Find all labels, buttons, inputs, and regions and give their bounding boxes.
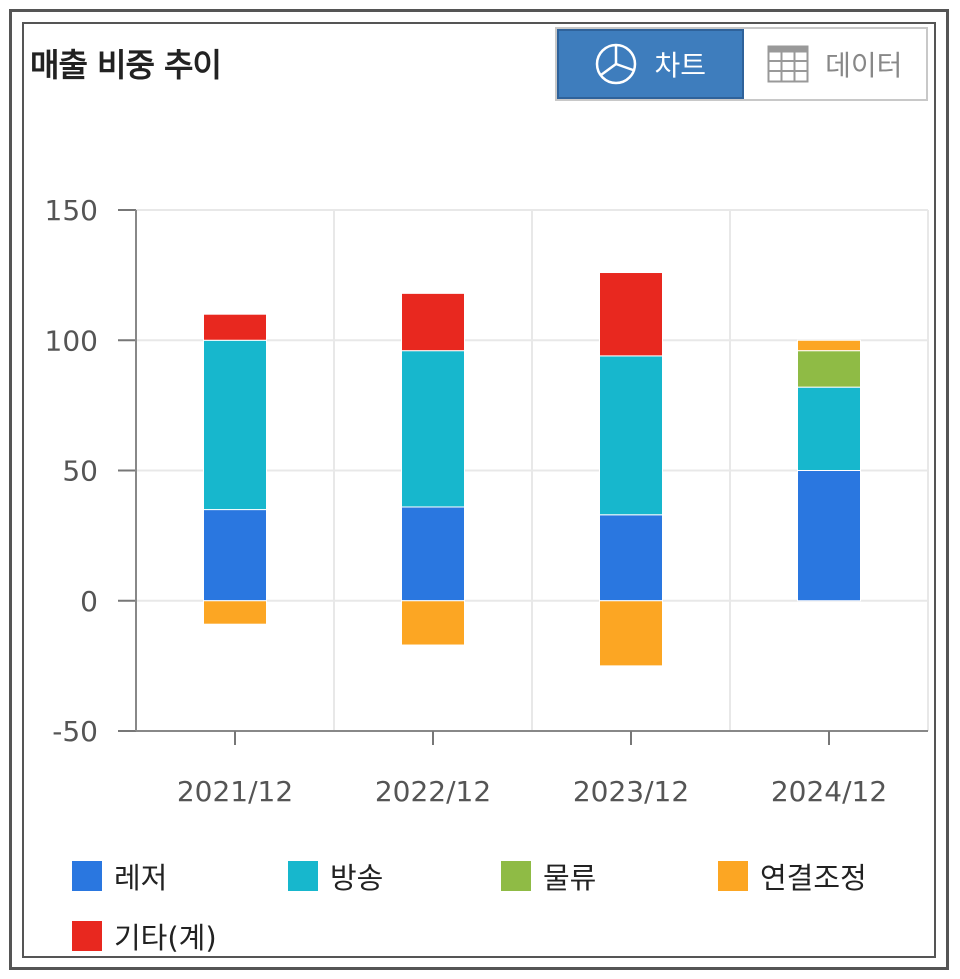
view-toggle: 차트 데이터 — [555, 27, 928, 101]
bar-segment[interactable] — [401, 506, 465, 602]
x-tick-label: 2024/12 — [771, 775, 887, 808]
bar-segment[interactable] — [203, 313, 267, 341]
bar-segment[interactable] — [401, 350, 465, 508]
inner-frame — [22, 22, 936, 958]
pie-chart-icon — [596, 43, 637, 85]
x-tick-label: 2023/12 — [573, 775, 689, 808]
bar-segment[interactable] — [203, 339, 267, 511]
data-view-label: 데이터 — [825, 49, 903, 82]
legend-swatch — [72, 861, 102, 891]
legend-item[interactable]: 연결조정 — [718, 855, 867, 897]
axes: -50 0 50 100 150 2021/12 2022/12 2023/12 2024/12 — [45, 194, 928, 808]
legend-label: 연결조정 — [760, 861, 867, 895]
chart-title: 매출 비중 추이 — [30, 46, 222, 84]
bar-segment[interactable] — [599, 355, 663, 516]
y-tick-label: 0 — [80, 585, 98, 618]
data-view-button[interactable]: 데이터 — [743, 29, 926, 99]
legend-item[interactable]: 방송 — [288, 855, 383, 897]
x-tick-label: 2022/12 — [375, 775, 491, 808]
y-tick-label: 150 — [45, 194, 98, 227]
bar-segment[interactable] — [797, 350, 861, 388]
chart-view-label: 차트 — [654, 49, 707, 82]
legend-swatch — [718, 861, 748, 891]
legend-swatch — [501, 861, 531, 891]
bar-segment[interactable] — [203, 509, 267, 602]
legend-label: 방송 — [330, 861, 384, 895]
stacked-bar-chart: -50 0 50 100 150 2021/12 2022/12 2023/12 2024/12 — [45, 194, 929, 808]
legend-label: 물류 — [543, 861, 597, 895]
bar-segment[interactable] — [797, 386, 861, 472]
legend-swatch — [72, 921, 102, 951]
legend-label: 레저 — [114, 861, 168, 895]
bar-segment[interactable] — [401, 292, 465, 352]
chart-view-button[interactable]: 차트 — [557, 29, 744, 99]
bar-segment[interactable] — [203, 600, 267, 625]
y-tick-label: 50 — [62, 455, 98, 488]
x-tick-label: 2021/12 — [177, 775, 293, 808]
bars — [203, 272, 861, 667]
grid — [136, 209, 929, 731]
y-tick-label: 100 — [45, 324, 98, 357]
bar-segment[interactable] — [401, 600, 465, 646]
y-tick-label: -50 — [52, 715, 98, 748]
table-icon — [767, 45, 809, 83]
legend-label: 기타(계) — [114, 921, 217, 955]
bar-segment[interactable] — [797, 470, 861, 602]
outer-frame — [9, 9, 949, 970]
bar-segment[interactable] — [599, 272, 663, 357]
bar-segment[interactable] — [599, 600, 663, 667]
bar-segment[interactable] — [797, 339, 861, 352]
legend-item[interactable]: 레저 — [72, 855, 167, 897]
legend-swatch — [288, 861, 318, 891]
legend-item[interactable]: 기타(계) — [72, 915, 217, 957]
bar-segment[interactable] — [599, 514, 663, 602]
legend-item[interactable]: 물류 — [501, 855, 596, 897]
